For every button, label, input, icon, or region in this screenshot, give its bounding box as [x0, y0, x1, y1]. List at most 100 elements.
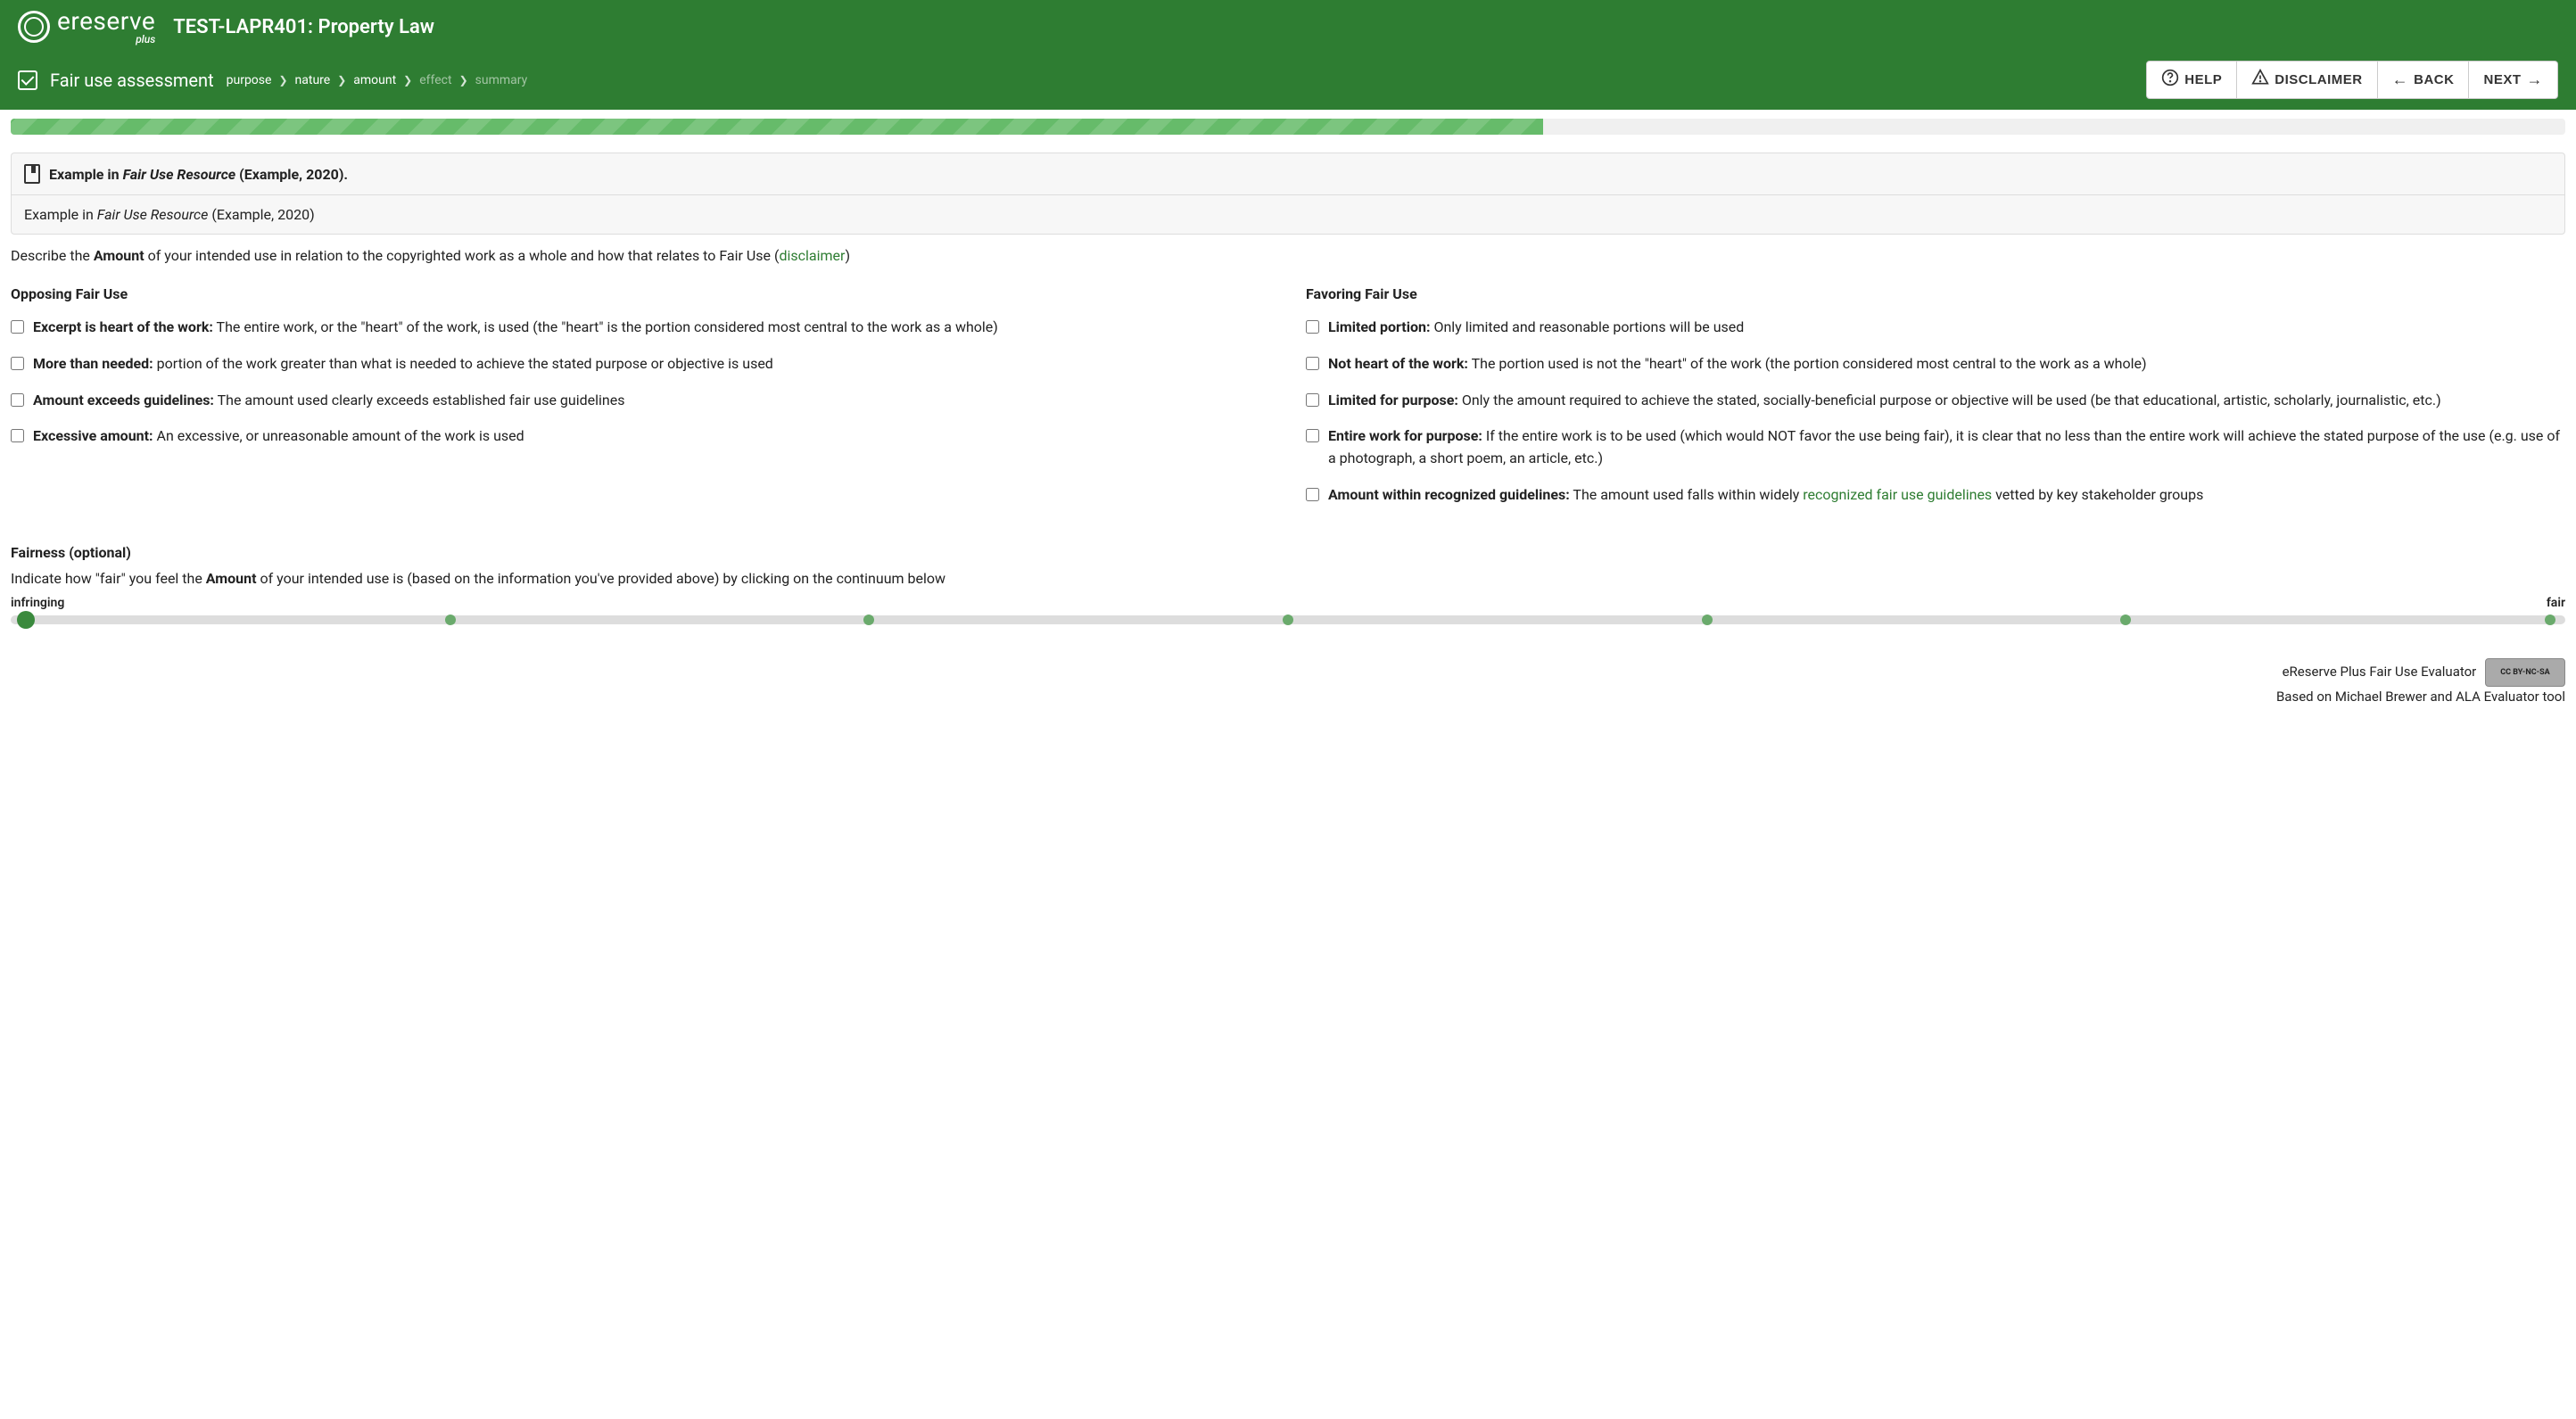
info-title: Example in Fair Use Resource (Example, 2… [49, 166, 348, 183]
opposing-item[interactable]: Excessive amount: An excessive, or unrea… [11, 425, 1270, 448]
slider-dot[interactable] [2545, 615, 2555, 625]
favoring-checkbox[interactable] [1306, 357, 1319, 370]
slider-dot[interactable] [445, 615, 456, 625]
chevron-right-icon: ❯ [403, 74, 412, 87]
slider-dot[interactable] [2120, 615, 2131, 625]
breadcrumb-item[interactable]: purpose [227, 73, 272, 87]
breadcrumb-item[interactable]: effect [419, 73, 451, 87]
help-icon [2161, 69, 2179, 91]
slider-dot[interactable] [1283, 615, 1293, 625]
slider-labels: infringing fair [11, 596, 2565, 610]
checkbox-text: Excerpt is heart of the work: The entire… [33, 317, 998, 339]
opposing-checkbox[interactable] [11, 357, 24, 370]
item-label: Amount within recognized guidelines: [1328, 486, 1570, 503]
disclaimer-button[interactable]: DISCLAIMER [2237, 61, 2377, 99]
checkbox-text: Not heart of the work: The portion used … [1328, 353, 2147, 375]
chevron-right-icon: ❯ [278, 74, 287, 87]
info-title-ital: Fair Use Resource [123, 166, 236, 183]
opposing-item[interactable]: Excerpt is heart of the work: The entire… [11, 317, 1270, 339]
warning-icon [2251, 69, 2269, 91]
slider-label-right: fair [2547, 596, 2565, 610]
assessment-label: Fair use assessment [50, 70, 214, 91]
logo-text: ereserve plus [57, 9, 155, 45]
breadcrumb-item[interactable]: summary [475, 73, 528, 87]
info-bottom-pre: Example in [24, 206, 97, 223]
breadcrumb: purpose ❯ nature ❯ amount ❯ effect ❯ summary [227, 73, 528, 87]
opposing-checkbox[interactable] [11, 393, 24, 407]
item-label: More than needed: [33, 355, 153, 372]
favoring-checkbox[interactable] [1306, 429, 1319, 442]
info-bottom-ital: Fair Use Resource [97, 206, 209, 223]
cc-badge-icon: CC BY-NC-SA [2485, 658, 2565, 687]
checkbox-text: Amount within recognized guidelines: The… [1328, 484, 2203, 507]
subheader-left: Fair use assessment purpose ❯ nature ❯ amoun… [18, 70, 527, 91]
slider-dot[interactable] [863, 615, 874, 625]
opposing-checkbox[interactable] [11, 320, 24, 334]
checkbox-text: Entire work for purpose: If the entire w… [1328, 425, 2565, 470]
check-icon [18, 70, 37, 90]
back-label: BACK [2414, 72, 2454, 87]
progress-bar [11, 119, 2565, 135]
arrow-left-icon: ← [2392, 70, 2409, 89]
fairness-section: Fairness (optional) Indicate how "fair" … [0, 530, 2576, 651]
fairness-title: Fairness (optional) [11, 544, 2565, 561]
item-label: Not heart of the work: [1328, 355, 1468, 372]
favoring-checkbox[interactable] [1306, 320, 1319, 334]
opposing-checkbox[interactable] [11, 429, 24, 442]
footer-text1: eReserve Plus Fair Use Evaluator [2283, 664, 2477, 680]
opposing-item[interactable]: More than needed: portion of the work gr… [11, 353, 1270, 375]
arrow-right-icon: → [2527, 70, 2544, 89]
book-icon [24, 164, 40, 184]
header: ereserve plus TEST-LAPR401: Property Law [0, 0, 2576, 54]
chevron-right-icon: ❯ [459, 74, 468, 87]
logo-brand: ereserve [57, 9, 155, 34]
item-label: Amount exceeds guidelines: [33, 392, 214, 408]
footer-line2: Based on Michael Brewer and ALA Evaluato… [11, 689, 2565, 705]
opposing-column: Opposing Fair Use Excerpt is heart of th… [11, 285, 1270, 521]
logo-sub: plus [136, 34, 155, 45]
fairness-desc-pre: Indicate how "fair" you feel the [11, 570, 206, 587]
favoring-checkbox[interactable] [1306, 393, 1319, 407]
favoring-item[interactable]: Limited portion: Only limited and reason… [1306, 317, 2565, 339]
item-label: Limited for purpose: [1328, 392, 1458, 408]
footer: eReserve Plus Fair Use Evaluator CC BY-N… [0, 651, 2576, 721]
opposing-item[interactable]: Amount exceeds guidelines: The amount us… [11, 390, 1270, 412]
help-label: HELP [2184, 72, 2222, 87]
checkbox-text: Excessive amount: An excessive, or unrea… [33, 425, 524, 448]
next-button[interactable]: NEXT → [2469, 61, 2558, 99]
help-button[interactable]: HELP [2146, 61, 2237, 99]
info-box: Example in Fair Use Resource (Example, 2… [11, 153, 2565, 235]
disclaimer-label: DISCLAIMER [2275, 72, 2362, 87]
checkbox-text: Amount exceeds guidelines: The amount us… [33, 390, 625, 412]
info-title-pre: Example in [49, 166, 123, 183]
info-bottom: Example in Fair Use Resource (Example, 2… [12, 195, 2564, 234]
fairness-desc-bold: Amount [206, 570, 257, 587]
disclaimer-link[interactable]: disclaimer [779, 247, 845, 264]
slider-thumb[interactable] [17, 611, 35, 629]
chevron-right-icon: ❯ [337, 74, 346, 87]
progress-fill [11, 119, 1543, 135]
favoring-column: Favoring Fair Use Limited portion: Only … [1306, 285, 2565, 521]
next-label: NEXT [2483, 72, 2521, 87]
back-button[interactable]: ← BACK [2378, 61, 2470, 99]
fairness-slider[interactable] [11, 615, 2565, 624]
guidelines-link[interactable]: recognized fair use guidelines [1803, 486, 1992, 503]
info-top: Example in Fair Use Resource (Example, 2… [12, 153, 2564, 195]
favoring-item[interactable]: Not heart of the work: The portion used … [1306, 353, 2565, 375]
columns: Opposing Fair Use Excerpt is heart of th… [0, 276, 2576, 530]
progress-bar-wrap [0, 110, 2576, 144]
fairness-desc-post: of your intended use is (based on the in… [257, 570, 946, 587]
checkbox-text: Limited portion: Only limited and reason… [1328, 317, 1744, 339]
breadcrumb-item[interactable]: amount [353, 73, 396, 87]
course-title: TEST-LAPR401: Property Law [173, 16, 434, 38]
checkbox-text: More than needed: portion of the work gr… [33, 353, 773, 375]
favoring-item[interactable]: Entire work for purpose: If the entire w… [1306, 425, 2565, 470]
favoring-checkbox[interactable] [1306, 488, 1319, 501]
slider-dot[interactable] [1702, 615, 1713, 625]
breadcrumb-item[interactable]: nature [295, 73, 331, 87]
favoring-item[interactable]: Limited for purpose: Only the amount req… [1306, 390, 2565, 412]
item-label: Excerpt is heart of the work: [33, 318, 213, 335]
info-bottom-suf: (Example, 2020) [208, 206, 314, 223]
item-label: Excessive amount: [33, 427, 153, 444]
favoring-item[interactable]: Amount within recognized guidelines: The… [1306, 484, 2565, 507]
